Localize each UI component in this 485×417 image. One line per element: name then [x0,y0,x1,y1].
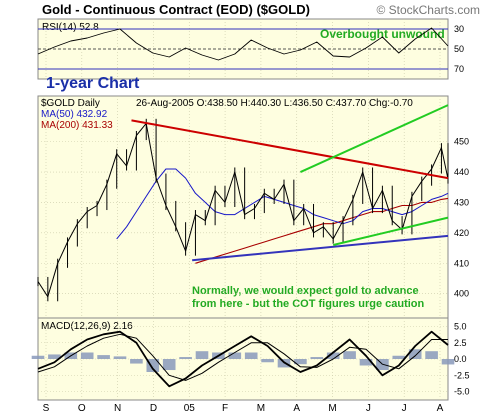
macd-histogram-bar [97,355,110,359]
macd-line [37,330,449,388]
macd-histogram-bar [425,351,438,359]
price-tick-label: 430 [454,197,469,207]
macd-histogram-bar [162,359,176,371]
channel-upper-trendline [299,104,449,173]
macd-tick-label: 0.0 [454,354,467,364]
chart-title: Gold - Continuous Contract (EOD) ($GOLD) [42,2,310,17]
macd-histogram-bar [48,354,61,359]
price-tick-label: 450 [454,137,469,147]
x-axis-tick-label: A [293,403,300,414]
quote-label: 26-Aug-2005 O:438.50 H:440.30 L:436.50 C… [136,98,413,109]
plot-layer: S O N D 05 F M A M J J A 70 50 30 450 440 430 420 410 400 5.0… [31,19,470,414]
macd-tick-label: -2.5 [454,370,470,380]
channel-lower-trendline [332,216,449,246]
macd-histogram-bar [294,359,307,365]
x-axis-tick-label: A [437,403,444,414]
x-axis-tick-label: 05 [184,403,196,414]
macd-histogram-bar [195,351,209,359]
ma200-label: MA(200) 431.33 [41,120,113,131]
x-axis-tick-label: M [257,403,265,414]
x-axis-tick-label: J [402,403,407,414]
ma50-label: MA(50) 432.92 [41,109,108,120]
macd-histogram-bar [31,355,45,359]
rsi-line [37,27,449,61]
support-trendline [192,234,449,262]
macd-histogram-bar [310,357,324,359]
annotation-line-1: Normally, we would expect gold to advanc… [192,285,419,297]
macd-histogram-bar [130,359,143,364]
downtrend-trendline [131,119,449,180]
price-tick-label: 420 [454,228,469,238]
macd-histogram-bar [228,352,242,359]
macd-histogram-bar [392,355,406,359]
macd-histogram-bar [326,352,340,359]
macd-histogram-bar [441,359,455,365]
macd-tick-label: 5.0 [454,322,467,332]
price-tick-label: 410 [454,258,469,268]
macd-histogram-bar [408,349,422,359]
x-axis-tick-label: S [43,403,50,414]
x-axis-tick-label: D [150,403,157,414]
x-axis-tick-label: F [222,403,228,414]
rsi-tick-label: 30 [454,24,464,34]
macd-histogram-bar [359,359,373,366]
one-year-chart-title: 1-year Chart [46,75,140,92]
x-axis-tick-label: J [366,403,371,414]
rsi-label: RSI(14) 52.8 [42,22,99,33]
rsi-tick-label: 70 [454,64,464,74]
x-axis-tick-label: M [328,403,336,414]
macd-signal-line [37,333,448,381]
annotation-line-2: from here - but the COT figures urge cau… [192,298,425,310]
macd-histogram-bar [80,352,94,359]
x-axis-tick-label: N [114,403,121,414]
rsi-note: Overbought unwound [320,27,445,41]
macd-histogram-bar [179,357,192,359]
macd-histogram-bar [261,359,274,363]
macd-tick-label: 2.5 [454,338,467,348]
price-tick-label: 440 [454,167,469,177]
price-line [37,122,449,298]
x-axis-tick-label: O [78,403,86,414]
symbol-label: $GOLD Daily [41,98,100,109]
stockcharts-credit[interactable]: © StockCharts.com [376,3,480,17]
rsi-tick-label: 50 [454,44,464,54]
macd-histogram-bar [113,356,127,359]
macd-histogram-bar [244,352,258,359]
macd-label: MACD(12,26,9) 2.16 [41,321,133,332]
price-tick-label: 400 [454,289,469,299]
macd-tick-label: -5.0 [454,387,470,397]
macd-histogram-bar [343,351,356,359]
